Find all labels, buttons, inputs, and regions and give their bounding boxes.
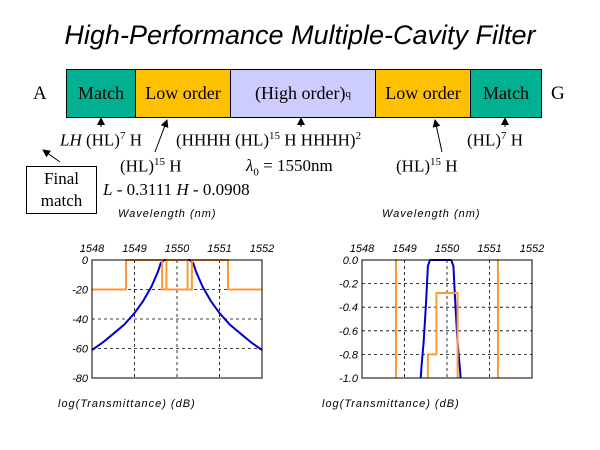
segment-label: Match <box>483 83 529 103</box>
formula-center-a: (HHHH (HL) <box>176 130 270 150</box>
arrow-low-order-right <box>432 119 443 153</box>
lambda-value: = 1550nm <box>258 156 333 175</box>
chart1-x-tick-label: 1551 <box>207 243 231 255</box>
chart-right: 1548 1549 1550 1551 1552 0.0 -0.2 -0.4 -0.6 -0.8 -… <box>339 243 544 385</box>
chart1-y-tick-label: -60 <box>72 344 89 356</box>
final-match-line1: Final <box>44 169 79 188</box>
formula-hl15-left-exp: 15 <box>153 156 165 168</box>
formula-lambda: λ0 = 1550nm <box>246 156 333 178</box>
formula-hl15-left: (HL)15 H <box>120 156 182 177</box>
formula-hl15-right-end: H <box>440 156 458 176</box>
chart1-y-tick-label: -80 <box>72 373 89 385</box>
formula-hl15-left-end: H <box>164 156 182 176</box>
arrow-low-order-left <box>154 119 169 153</box>
chart2-y-tick-label: 0.0 <box>343 255 359 267</box>
formula-center: (HHHH (HL)15 H HHHH)2 <box>176 130 361 151</box>
page-title: High-Performance Multiple-Cavity Filter <box>64 20 536 50</box>
final-match-line2: match <box>40 191 83 210</box>
chart1-y-tick-label: -20 <box>72 285 89 297</box>
lambda-sub: 0 <box>253 166 259 179</box>
chart1-ylabel: log(Transmittance) (dB) <box>58 398 196 410</box>
end-label-right: G <box>551 83 565 104</box>
segment-high-order: (High order) q <box>230 69 376 118</box>
segment-low-order-right: Low order <box>375 69 471 118</box>
chart1-x-tick-label: 1550 <box>165 243 190 255</box>
formula-hl15-right-exp: 15 <box>429 156 441 168</box>
chart1-y-tick-label: 0 <box>82 255 89 267</box>
formula-center-b: H HHHH) <box>280 130 356 150</box>
lambda-symbol: λ <box>246 156 254 175</box>
formula-right-exp: 7 <box>500 130 507 142</box>
segment-label: (High order) <box>255 83 346 103</box>
formula-lh-sym: LH <box>60 130 82 150</box>
chart2-series-line-0 <box>419 259 462 379</box>
formula-right-a: (HL) <box>467 130 501 150</box>
segment-label: Match <box>78 83 124 103</box>
chart1-x-tick-label: 1552 <box>250 243 274 255</box>
formula-center-exp1: 15 <box>269 130 281 142</box>
chart2-x-tick-label: 1552 <box>520 243 544 255</box>
layer-values: L - 0.3111 H - 0.0908 <box>103 180 250 200</box>
segment-low-order-left: Low order <box>135 69 231 118</box>
final-match-box: Final match <box>26 166 97 214</box>
chart2-y-tick-label: -0.6 <box>339 326 359 338</box>
chart2-ylabel: log(Transmittance) (dB) <box>322 398 460 410</box>
chart2-y-tick-label: -0.2 <box>339 279 358 291</box>
segment-label: Low order <box>385 83 461 103</box>
chart2-plot-frame <box>361 259 533 379</box>
chart-left: 1548 1549 1550 1551 1552 0 -20 -40 -60 -80 <box>72 243 274 385</box>
chart1-plot-frame <box>91 259 263 379</box>
chart1-y-tick-label: -40 <box>72 314 89 326</box>
chart2-x-tick-label: 1549 <box>392 243 416 255</box>
formula-hl15-right-a: (HL) <box>396 156 430 176</box>
chart2-y-tick-label: -1.0 <box>339 373 359 385</box>
end-label-left: A <box>33 83 47 104</box>
formula-lh-exp: 7 <box>119 130 126 142</box>
chart1-xlabel: Wavelength (nm) <box>118 208 217 220</box>
chart2-x-tick-label: 1551 <box>477 243 501 255</box>
chart1-series-line-1 <box>92 259 262 291</box>
h-symbol: H <box>176 180 189 199</box>
formula-hl15-left-a: (HL) <box>120 156 154 176</box>
chart2-series-line-2 <box>426 292 459 378</box>
formula-right-end: H <box>506 130 524 150</box>
l-symbol: L <box>103 180 113 199</box>
segment-sup: q <box>345 87 351 100</box>
formula-lh-end: H <box>125 130 142 150</box>
formula-hl15-right: (HL)15 H <box>396 156 458 177</box>
chart2-y-tick-label: -0.4 <box>339 302 358 314</box>
h-value: - 0.0908 <box>188 180 250 199</box>
chart2-x-tick-label: 1550 <box>435 243 460 255</box>
formula-lh: LH (HL)7 H <box>60 130 142 151</box>
l-value: - 0.3111 <box>112 180 177 199</box>
arrow-final-match <box>42 149 61 163</box>
formula-lh-rest: (HL) <box>81 130 120 150</box>
chart1-x-tick-label: 1549 <box>122 243 146 255</box>
segment-match-right: Match <box>470 69 542 118</box>
chart2-xlabel: Wavelength (nm) <box>382 208 481 220</box>
chart1-x-tick-label: 1548 <box>80 243 105 255</box>
segment-label: Low order <box>145 83 221 103</box>
formula-right: (HL)7 H <box>467 130 523 151</box>
formula-center-exp2: 2 <box>355 130 362 142</box>
chart2-y-tick-label: -0.8 <box>339 349 359 361</box>
chart2-x-tick-label: 1548 <box>350 243 375 255</box>
